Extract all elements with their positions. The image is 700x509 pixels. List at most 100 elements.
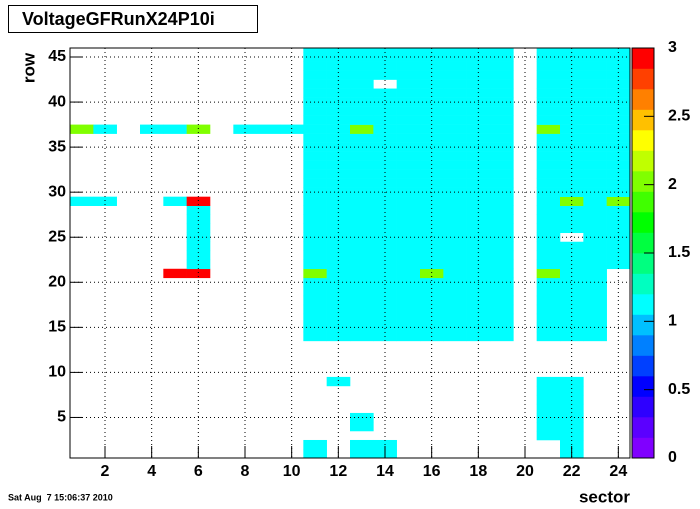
palette-band bbox=[632, 376, 654, 397]
cell bbox=[303, 286, 327, 297]
y-tick-label: 15 bbox=[48, 319, 66, 336]
cell bbox=[443, 106, 467, 116]
cell bbox=[373, 313, 397, 324]
palette-band bbox=[632, 150, 654, 172]
cell bbox=[490, 313, 514, 324]
x-tick-label: 24 bbox=[609, 463, 627, 480]
cell bbox=[373, 48, 397, 53]
cell bbox=[443, 48, 467, 53]
cell bbox=[583, 48, 607, 53]
cell bbox=[536, 430, 561, 441]
cell bbox=[536, 133, 561, 143]
timestamp: Sat Aug 7 15:06:37 2010 bbox=[8, 492, 113, 502]
cell bbox=[490, 106, 514, 116]
x-tick-label: 16 bbox=[423, 463, 441, 480]
cell bbox=[536, 124, 561, 134]
cell bbox=[583, 268, 607, 279]
cell bbox=[303, 187, 327, 197]
cell bbox=[396, 52, 421, 62]
cell bbox=[443, 205, 467, 216]
cell bbox=[490, 250, 514, 261]
cell bbox=[606, 133, 630, 143]
cell bbox=[350, 106, 374, 116]
cell bbox=[583, 187, 607, 197]
x-axis-label: sector bbox=[579, 487, 630, 506]
cell bbox=[303, 160, 327, 170]
cell bbox=[373, 304, 397, 315]
cell bbox=[350, 48, 374, 53]
cell bbox=[443, 277, 467, 288]
cell bbox=[583, 169, 607, 179]
cell bbox=[303, 331, 327, 342]
cell bbox=[396, 241, 421, 252]
cell bbox=[350, 214, 374, 225]
cell bbox=[583, 232, 607, 243]
x-tick-label: 22 bbox=[563, 463, 581, 480]
cell bbox=[303, 232, 327, 243]
cell bbox=[536, 421, 561, 432]
cell bbox=[350, 169, 374, 179]
cell bbox=[443, 142, 467, 152]
cell bbox=[560, 106, 584, 116]
cell bbox=[420, 277, 444, 288]
palette-band bbox=[632, 314, 654, 336]
cell bbox=[443, 259, 467, 270]
cell bbox=[443, 133, 467, 143]
cell bbox=[443, 97, 467, 107]
cell bbox=[583, 79, 607, 89]
cell bbox=[443, 79, 467, 89]
cell bbox=[350, 142, 374, 152]
cell bbox=[583, 142, 607, 152]
cell bbox=[466, 160, 491, 170]
cell bbox=[606, 169, 630, 179]
cell bbox=[583, 124, 607, 134]
cell bbox=[396, 178, 421, 188]
cell bbox=[536, 385, 561, 396]
cell bbox=[373, 286, 397, 297]
cell bbox=[606, 61, 630, 71]
cell bbox=[443, 178, 467, 188]
cell bbox=[420, 322, 444, 333]
cell bbox=[420, 169, 444, 179]
cell bbox=[536, 259, 561, 270]
cell bbox=[536, 196, 561, 206]
cell bbox=[443, 61, 467, 71]
cell bbox=[466, 304, 491, 315]
cell bbox=[490, 214, 514, 225]
cell bbox=[536, 88, 561, 98]
cell bbox=[373, 97, 397, 107]
cell bbox=[560, 268, 584, 279]
cell bbox=[536, 187, 561, 197]
cell bbox=[396, 115, 421, 125]
cell bbox=[326, 241, 351, 252]
cell bbox=[303, 205, 327, 216]
cell bbox=[350, 331, 374, 342]
cell bbox=[536, 241, 561, 252]
cell bbox=[350, 313, 374, 324]
z-tick-label: 3 bbox=[668, 39, 677, 56]
cell bbox=[560, 385, 584, 396]
cell bbox=[443, 187, 467, 197]
cell bbox=[373, 61, 397, 71]
z-tick-label: 2.5 bbox=[668, 108, 690, 125]
cell bbox=[443, 313, 467, 324]
cell bbox=[373, 70, 397, 80]
cell bbox=[606, 241, 630, 252]
cell bbox=[420, 232, 444, 243]
axes: 2 4 6 8 10 12 14 16 18 20 22 245101520253035404500.… bbox=[48, 39, 690, 480]
cell bbox=[583, 295, 607, 306]
cell bbox=[303, 295, 327, 306]
cell bbox=[490, 48, 514, 53]
cell bbox=[326, 70, 351, 80]
cell bbox=[560, 52, 584, 62]
x-tick-label: 8 bbox=[241, 463, 250, 480]
cell bbox=[350, 241, 374, 252]
cell bbox=[536, 376, 561, 387]
cell bbox=[490, 133, 514, 143]
cell bbox=[396, 124, 421, 134]
x-tick-label: 12 bbox=[329, 463, 347, 480]
y-tick-label: 20 bbox=[48, 274, 66, 291]
cell bbox=[326, 88, 351, 98]
cell bbox=[490, 178, 514, 188]
